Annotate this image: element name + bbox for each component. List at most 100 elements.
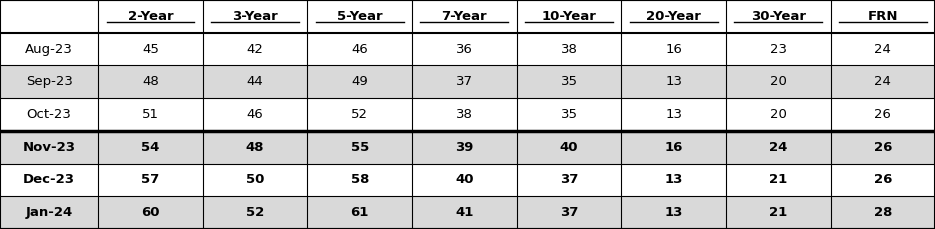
Bar xyxy=(0,0,98,33)
Text: 52: 52 xyxy=(246,206,265,219)
Bar xyxy=(726,0,830,33)
Bar xyxy=(726,98,830,131)
Bar xyxy=(621,196,726,229)
Bar xyxy=(830,164,935,196)
Bar xyxy=(517,131,621,164)
Bar xyxy=(308,0,412,33)
Bar xyxy=(98,131,203,164)
Bar xyxy=(830,131,935,164)
Text: 54: 54 xyxy=(141,141,160,154)
Text: Jan-24: Jan-24 xyxy=(25,206,73,219)
Bar xyxy=(726,33,830,65)
Text: 40: 40 xyxy=(455,173,474,186)
Text: 35: 35 xyxy=(560,75,578,88)
Text: 44: 44 xyxy=(247,75,264,88)
Bar xyxy=(517,65,621,98)
Text: 16: 16 xyxy=(665,141,683,154)
Bar xyxy=(0,33,98,65)
Text: 2-Year: 2-Year xyxy=(128,10,173,23)
Bar xyxy=(517,33,621,65)
Bar xyxy=(98,164,203,196)
Text: 28: 28 xyxy=(873,206,892,219)
Bar xyxy=(308,65,412,98)
Text: 20: 20 xyxy=(770,75,786,88)
Bar xyxy=(203,0,308,33)
Bar xyxy=(517,164,621,196)
Text: 13: 13 xyxy=(665,108,683,121)
Bar xyxy=(517,98,621,131)
Bar xyxy=(412,164,517,196)
Bar xyxy=(412,131,517,164)
Text: 35: 35 xyxy=(560,108,578,121)
Text: 26: 26 xyxy=(873,173,892,186)
Text: 60: 60 xyxy=(141,206,160,219)
Text: 20: 20 xyxy=(770,108,786,121)
Bar xyxy=(412,196,517,229)
Text: 37: 37 xyxy=(560,173,578,186)
Text: Sep-23: Sep-23 xyxy=(25,75,73,88)
Text: 40: 40 xyxy=(560,141,578,154)
Text: 39: 39 xyxy=(455,141,473,154)
Bar xyxy=(203,196,308,229)
Bar xyxy=(726,65,830,98)
Text: 16: 16 xyxy=(665,43,682,56)
Text: 3-Year: 3-Year xyxy=(232,10,278,23)
Bar xyxy=(203,164,308,196)
Bar xyxy=(0,164,98,196)
Bar xyxy=(412,33,517,65)
Text: 30-Year: 30-Year xyxy=(751,10,806,23)
Bar xyxy=(412,0,517,33)
Text: 48: 48 xyxy=(142,75,159,88)
Bar xyxy=(308,164,412,196)
Bar xyxy=(308,33,412,65)
Bar xyxy=(830,65,935,98)
Bar xyxy=(203,98,308,131)
Text: Aug-23: Aug-23 xyxy=(25,43,73,56)
Bar xyxy=(0,65,98,98)
Text: 13: 13 xyxy=(665,75,683,88)
Bar xyxy=(98,0,203,33)
Bar xyxy=(621,65,726,98)
Bar xyxy=(621,131,726,164)
Bar xyxy=(98,33,203,65)
Text: Oct-23: Oct-23 xyxy=(27,108,71,121)
Bar xyxy=(517,196,621,229)
Bar xyxy=(308,196,412,229)
Bar xyxy=(308,131,412,164)
Bar xyxy=(726,196,830,229)
Bar xyxy=(726,131,830,164)
Text: 24: 24 xyxy=(874,75,891,88)
Text: 49: 49 xyxy=(352,75,368,88)
Text: 20-Year: 20-Year xyxy=(646,10,701,23)
Text: 45: 45 xyxy=(142,43,159,56)
Text: 13: 13 xyxy=(665,173,683,186)
Text: 48: 48 xyxy=(246,141,265,154)
Bar xyxy=(621,98,726,131)
Bar xyxy=(517,0,621,33)
Bar xyxy=(308,98,412,131)
Bar xyxy=(412,98,517,131)
Text: 36: 36 xyxy=(456,43,473,56)
Text: 21: 21 xyxy=(770,173,787,186)
Text: FRN: FRN xyxy=(868,10,899,23)
Bar xyxy=(830,0,935,33)
Text: 42: 42 xyxy=(247,43,264,56)
Text: 21: 21 xyxy=(770,206,787,219)
Bar xyxy=(203,33,308,65)
Text: 7-Year: 7-Year xyxy=(441,10,487,23)
Bar xyxy=(412,65,517,98)
Bar xyxy=(830,33,935,65)
Text: 13: 13 xyxy=(665,206,683,219)
Text: 61: 61 xyxy=(351,206,369,219)
Bar xyxy=(0,131,98,164)
Text: 41: 41 xyxy=(455,206,473,219)
Text: 38: 38 xyxy=(456,108,473,121)
Bar xyxy=(830,98,935,131)
Text: 50: 50 xyxy=(246,173,265,186)
Text: 10-Year: 10-Year xyxy=(541,10,597,23)
Text: 37: 37 xyxy=(456,75,473,88)
Text: Dec-23: Dec-23 xyxy=(23,173,75,186)
Bar xyxy=(98,196,203,229)
Text: 24: 24 xyxy=(770,141,787,154)
Bar xyxy=(0,196,98,229)
